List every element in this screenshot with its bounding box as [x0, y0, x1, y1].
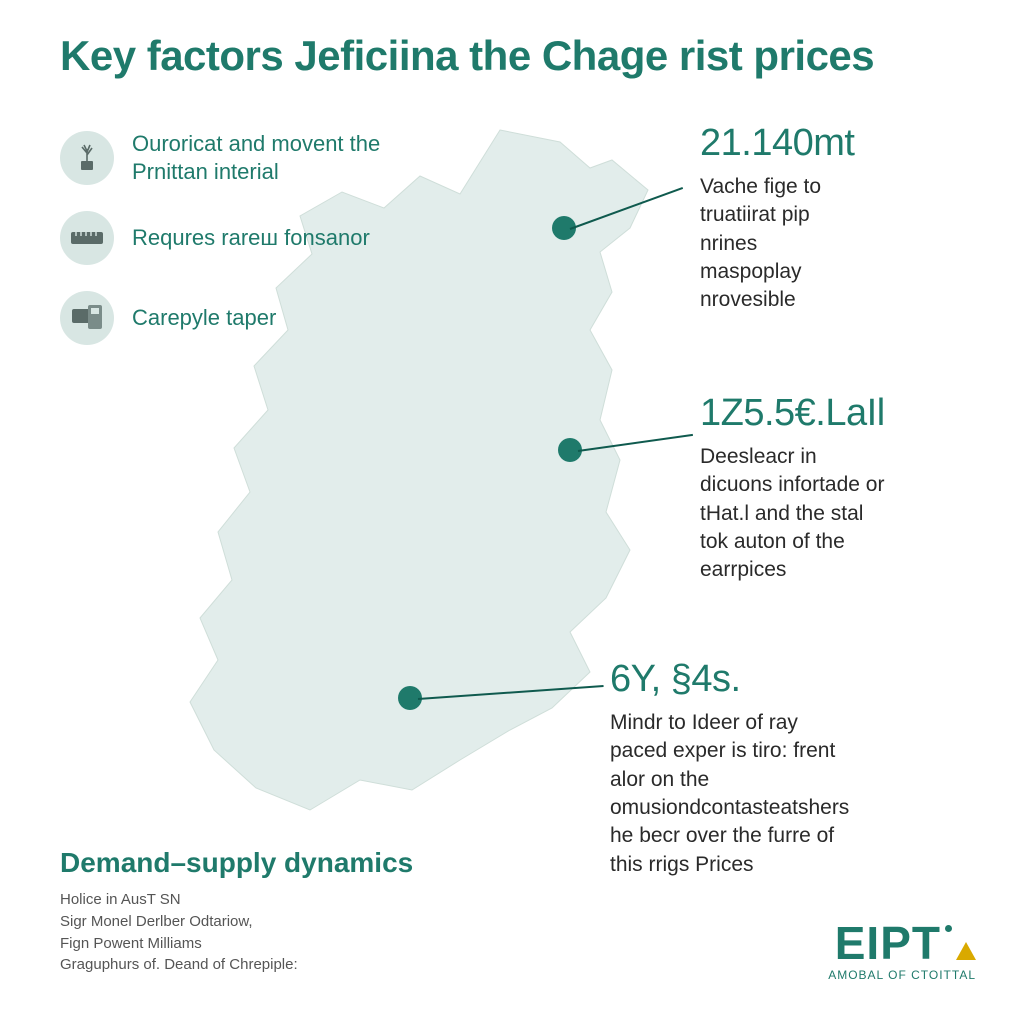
plant-pot-icon [60, 131, 114, 185]
factor-item: Ouroricat and movent the Prnittan interi… [60, 130, 400, 185]
callout-value: 21.140mt [700, 122, 854, 165]
factor-item: Carepyle taper [60, 291, 400, 345]
credit-line: Holice in AusT SN [60, 889, 298, 911]
factor-item: Requres rareш fonsanor [60, 211, 400, 265]
factor-label: Ouroricat and movent the Prnittan interi… [132, 130, 400, 185]
factor-list: Ouroricat and movent the Prnittan interi… [60, 130, 400, 371]
logo-text: EIPT [828, 920, 976, 966]
factor-label: Carepyle taper [132, 304, 276, 332]
credit-line: Fign Powent Milliams [60, 933, 298, 955]
callout-desc: Mindr to Ideer of ray paced exper is tir… [610, 709, 849, 879]
callout-text: 21.140mt Vache fige to truatiirat pip nri… [700, 122, 854, 315]
logo-dot-icon [945, 925, 952, 932]
logo-triangle-icon [956, 942, 976, 960]
credit-line: Sigr Monel Derlber Odtariow, [60, 911, 298, 933]
brand-logo: EIPT AMOBAL OF CTOITTAL [828, 920, 976, 982]
callout-text: 1Z5.5€.LaIl Deesleacr in dicuons infortad… [700, 392, 885, 585]
credit-line: Graguphurs of. Deand of Chrepiple: [60, 954, 298, 976]
credits-block: Holice in AusT SN Sigr Monel Derlber Odt… [60, 889, 298, 976]
ruler-icon [60, 211, 114, 265]
devices-icon [60, 291, 114, 345]
factor-label: Requres rareш fonsanor [132, 224, 370, 252]
callout-desc: Deesleacr in dicuons infortade or tHat.l… [700, 443, 885, 585]
logo-tagline: AMOBAL OF CTOITTAL [828, 968, 976, 982]
page-title: Key factors Jeficiina the Chage rist pri… [60, 32, 874, 80]
callout-value: 6Y, §4s. [610, 658, 849, 701]
subheading: Demand–supply dynamics [60, 847, 413, 879]
callout-desc: Vache fige to truatiirat pip nrines masp… [700, 173, 854, 315]
callout-value: 1Z5.5€.LaIl [700, 392, 885, 435]
callout-text: 6Y, §4s. Mindr to Ideer of ray paced expe… [610, 658, 849, 879]
